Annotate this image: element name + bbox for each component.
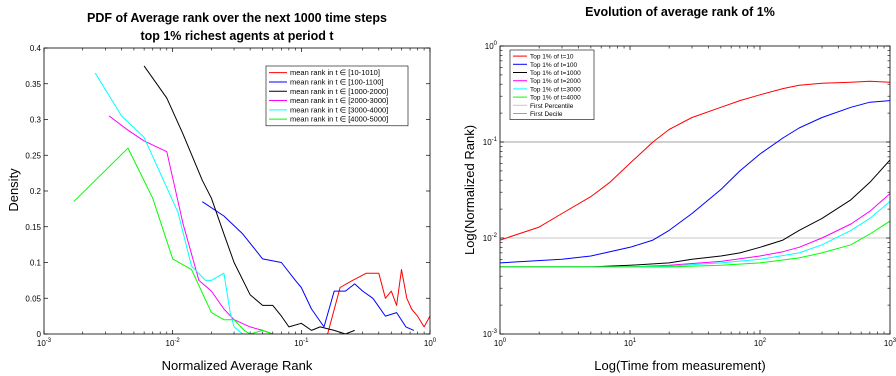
x-tick-label: 100 [424, 338, 437, 348]
x-tick-label: 10-3 [37, 338, 52, 348]
chart-subtitle: top 1% richest agents at period t [140, 29, 334, 43]
series-line-top-1-of-t-10 [500, 80, 890, 241]
x-axis-label: Normalized Average Rank [162, 358, 313, 373]
y-tick-label: 10-3 [483, 329, 498, 339]
series-line-top-1-of-t-1000 [500, 159, 890, 268]
y-axis-label: Log(Normalized Rank) [462, 125, 477, 255]
series-line-mean-rank-in-t-100-1100 [202, 201, 415, 331]
y-tick-label: 0.1 [30, 259, 42, 268]
series-line-mean-rank-in-t-2000-3000 [108, 115, 273, 334]
series-line-mean-rank-in-t-4000-5000 [73, 147, 273, 334]
series-group [73, 65, 430, 334]
y-tick-label: 0.15 [25, 223, 41, 232]
legend-box [509, 49, 595, 120]
axes-frame [499, 45, 891, 335]
legend-entry-mean-rank-in-t-1000-2000: mean rank in t ∈ [1000-2000] [290, 87, 388, 96]
legend-entry-top-1-of-t-2000: Top 1% of t=2000 [530, 78, 581, 85]
legend-entry-mean-rank-in-t-100-1100: mean rank in t ∈ [100-1100] [290, 77, 384, 86]
legend-entry-top-1-of-t-1000: Top 1% of t=1000 [530, 70, 581, 77]
legend-entry-mean-rank-in-t-3000-4000: mean rank in t ∈ [3000-4000] [290, 105, 388, 114]
y-tick-label: 0.25 [25, 151, 41, 160]
x-tick-label: 10-1 [294, 338, 309, 348]
legend-entry-top-1-of-t-3000: Top 1% of t=3000 [530, 86, 581, 93]
legend-box [265, 65, 409, 127]
y-tick-label: 100 [485, 41, 498, 51]
x-tick-label: 103 [884, 338, 896, 348]
legend-entry-first-decile: First Decile [530, 111, 563, 118]
legend-entry-top-1-of-t-4000: Top 1% of t=4000 [530, 95, 581, 102]
y-tick-label: 0.3 [30, 116, 42, 125]
pdf-chart: PDF of Average rank over the next 1000 t… [6, 11, 437, 373]
y-tick-label: 10-1 [483, 137, 498, 147]
chart-title: Evolution of average rank of 1% [585, 5, 775, 19]
x-axis-label: Log(Time from measurement) [594, 358, 765, 373]
legend: mean rank in t ∈ [10-1010]mean rank in t… [265, 65, 409, 127]
x-tick-label: 102 [754, 338, 767, 348]
x-tick-label: 10-2 [166, 338, 181, 348]
legend-entry-top-1-of-t-10: Top 1% of t=10 [530, 54, 574, 61]
y-tick-label: 0.2 [30, 187, 42, 196]
series-line-top-1-of-t-100 [500, 100, 890, 264]
legend-entry-first-percentile: First Percentile [530, 103, 574, 110]
x-tick-label: 101 [624, 338, 637, 348]
y-tick-label: 0.4 [30, 44, 42, 53]
legend-entry-mean-rank-in-t-10-1010: mean rank in t ∈ [10-1010] [290, 68, 380, 77]
series-line-mean-rank-in-t-1000-2000 [143, 65, 355, 334]
series-group [500, 80, 890, 268]
rank-evolution-chart: Evolution of average rank of 1% Log(Time… [462, 5, 896, 373]
y-axis-label: Density [6, 168, 21, 212]
series-line-mean-rank-in-t-3000-4000 [94, 72, 244, 334]
series-line-mean-rank-in-t-10-1010 [327, 269, 430, 334]
y-tick-label: 0.35 [25, 80, 41, 89]
series-line-top-1-of-t-4000 [500, 220, 890, 268]
legend-entry-mean-rank-in-t-2000-3000: mean rank in t ∈ [2000-3000] [290, 96, 388, 105]
y-tick-label: 10-2 [483, 233, 498, 243]
y-tick-label: 0.05 [25, 294, 41, 303]
y-tick-label: 0 [37, 330, 42, 339]
legend-entry-mean-rank-in-t-4000-5000: mean rank in t ∈ [4000-5000] [290, 115, 388, 124]
legend-entry-top-1-of-t-100: Top 1% of t=100 [530, 62, 578, 69]
chart-title: PDF of Average rank over the next 1000 t… [87, 11, 387, 25]
x-tick-label: 100 [494, 338, 507, 348]
